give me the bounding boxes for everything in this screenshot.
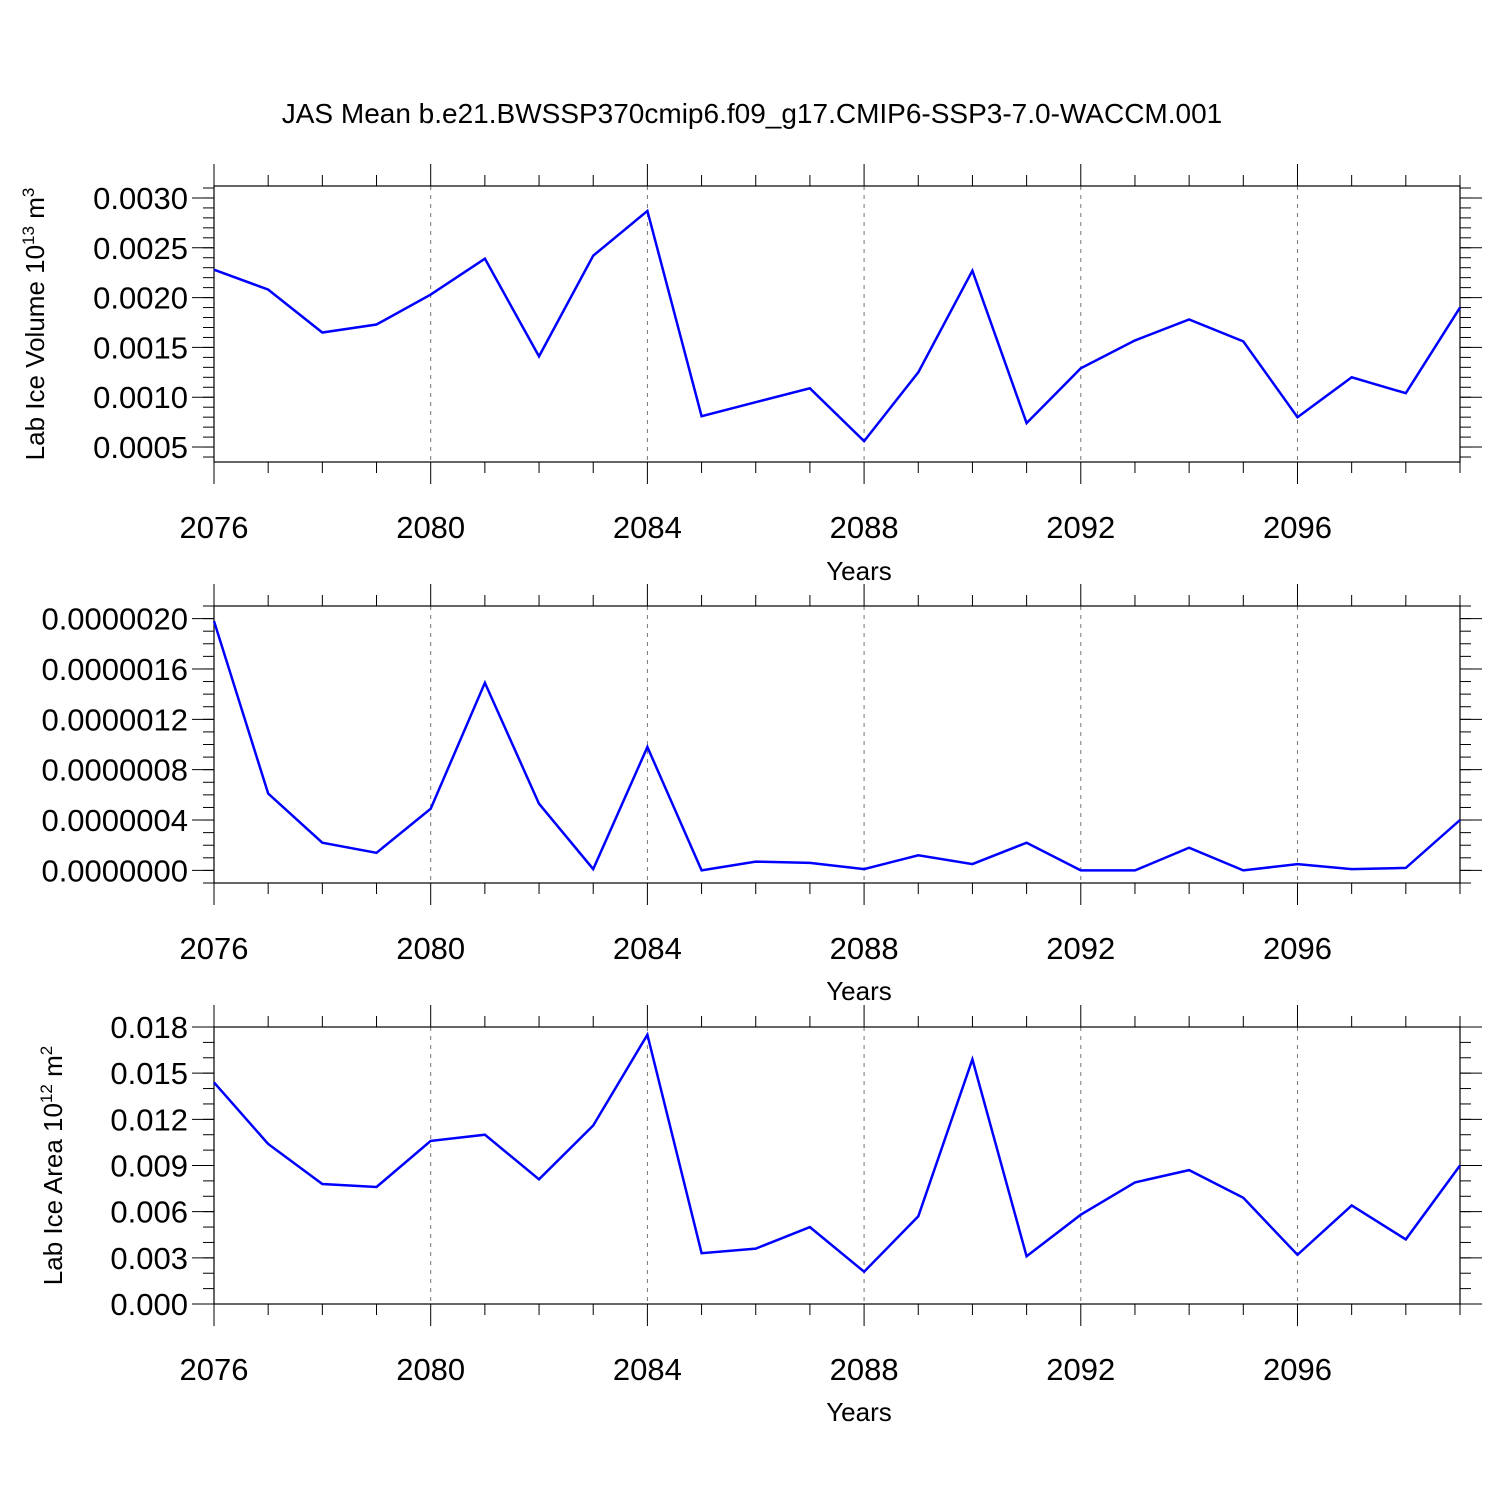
- x-tick-label: 2076: [180, 931, 249, 966]
- panel-3: 2076 2080 2084 2088 2092 2096 0.000 0.003 0.006 0…: [37, 1005, 1482, 1427]
- y-tick-label: 0.0015: [93, 330, 188, 365]
- y-tick-label: 0.009: [110, 1149, 188, 1184]
- x-tick-label: 2092: [1046, 1352, 1115, 1387]
- y-axis-label-text: Lab Ice Volume 10: [20, 245, 50, 460]
- series-line: [213, 208, 1462, 443]
- y-tick-label: 0.0010: [93, 380, 188, 415]
- y-tick-label: 0.006: [110, 1195, 188, 1230]
- y-tick-label: 0.0020: [93, 281, 188, 316]
- series-line: [213, 1031, 1462, 1274]
- y-tick-label: 0.0000012: [41, 702, 188, 737]
- y-tick-label: 0.003: [110, 1241, 188, 1276]
- x-tick-label: 2080: [396, 510, 465, 545]
- panel-2: 2076 2080 2084 2088 2092 2096 0.0000000 0.00000…: [41, 584, 1482, 1006]
- x-tick-label: 2080: [396, 1352, 465, 1387]
- y-tick-label: 0.000: [110, 1287, 188, 1322]
- y-tick-label: 0.0000020: [41, 602, 188, 637]
- x-tick-label: 2076: [180, 510, 249, 545]
- y-tick-label: 0.018: [110, 1010, 188, 1045]
- x-tick-label: 2088: [830, 931, 899, 966]
- x-tick-label: 2080: [396, 931, 465, 966]
- x-tick-label: 2088: [830, 1352, 899, 1387]
- y-axis-label-exponent: 13: [19, 226, 38, 245]
- y-tick-label: 0.015: [110, 1056, 188, 1091]
- y-axis-label-text: Lab Ice Area 10: [38, 1103, 68, 1285]
- x-tick-label: 2096: [1263, 510, 1332, 545]
- series-line: [212, 620, 1461, 872]
- x-tick-label: 2088: [830, 510, 899, 545]
- y-axis-label-unit-exponent: 2: [37, 1046, 56, 1055]
- y-tick-label: 0.012: [110, 1102, 188, 1137]
- x-tick-label: 2096: [1263, 1352, 1332, 1387]
- y-axis-label-unit: m: [20, 197, 50, 226]
- x-tick-label: 2096: [1263, 931, 1332, 966]
- x-tick-label: 2076: [180, 1352, 249, 1387]
- plot-frame: [213, 605, 1461, 884]
- x-axis-label: Years: [826, 976, 892, 1006]
- y-tick-label: 0.0000000: [41, 853, 188, 888]
- y-axis-label-unit: m: [38, 1055, 68, 1084]
- x-axis-label: Years: [826, 1397, 892, 1427]
- y-axis-label-unit-exponent: 3: [19, 188, 38, 197]
- plot-frame: [213, 185, 1461, 463]
- y-axis-label-exponent: 12: [37, 1084, 56, 1103]
- y-tick-label: 0.0025: [93, 231, 188, 266]
- x-tick-label: 2092: [1046, 931, 1115, 966]
- x-tick-label: 2084: [613, 510, 682, 545]
- y-tick-label: 0.0000004: [41, 803, 188, 838]
- y-tick-label: 0.0000016: [41, 652, 188, 687]
- y-axis-label: Lab Ice Volume 1013 m3: [19, 188, 50, 461]
- y-tick-label: 0.0030: [93, 181, 188, 216]
- y-axis-label: Lab Ice Area 1012 m2: [37, 1046, 68, 1285]
- x-tick-label: 2084: [613, 1352, 682, 1387]
- y-tick-label: 0.0000008: [41, 753, 188, 788]
- panel-1: 2076 2080 2084 2088 2092 2096 0.0005 0.0010 0.00…: [19, 164, 1482, 586]
- x-tick-label: 2092: [1046, 510, 1115, 545]
- y-tick-label: 0.0005: [93, 430, 188, 465]
- figure-title: JAS Mean b.e21.BWSSP370cmip6.f09_g17.CMI…: [282, 98, 1223, 129]
- x-axis-label: Years: [826, 556, 892, 586]
- x-tick-label: 2084: [613, 931, 682, 966]
